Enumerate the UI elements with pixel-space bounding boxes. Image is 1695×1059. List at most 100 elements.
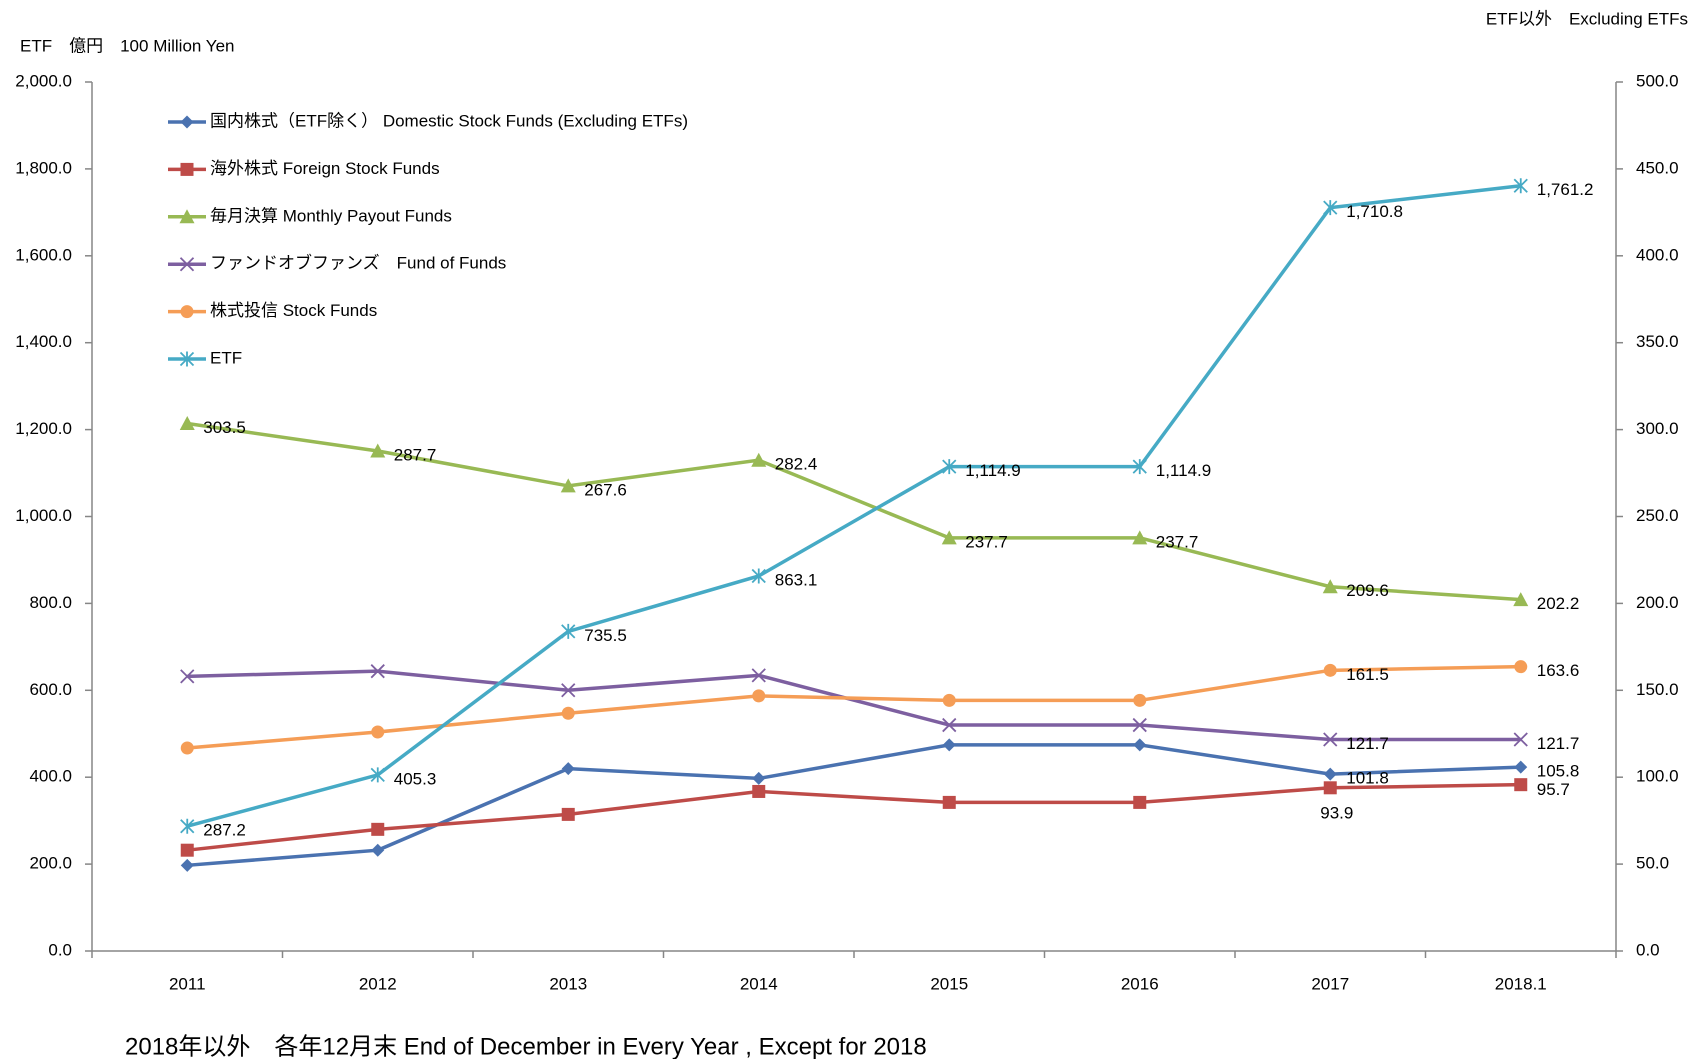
data-point <box>752 784 766 798</box>
data-point <box>561 623 576 639</box>
series-line <box>187 421 1521 602</box>
y-tick-label: 600.0 <box>29 680 72 699</box>
data-point <box>561 683 576 698</box>
data-label: 267.6 <box>584 480 627 499</box>
data-label: 209.6 <box>1346 581 1389 600</box>
data-point <box>179 416 195 431</box>
data-point <box>1513 732 1528 747</box>
y2-tick-label: 450.0 <box>1636 158 1679 177</box>
legend-label: 国内株式（ETF除く） Domestic Stock Funds (Exclud… <box>210 111 688 130</box>
legend-label: 株式投信 Stock Funds <box>210 301 377 320</box>
data-point <box>371 843 385 857</box>
data-point <box>1514 778 1528 792</box>
data-point <box>1514 660 1528 674</box>
y-tick-label: 400.0 <box>29 767 72 786</box>
legend-label: ファンドオブファンズ Fund of Funds <box>210 253 506 273</box>
y-tick-label: 800.0 <box>29 593 72 612</box>
data-label: 95.7 <box>1537 780 1570 799</box>
data-label: 105.8 <box>1537 762 1580 781</box>
data-point <box>1323 781 1337 795</box>
data-point <box>1323 200 1338 216</box>
data-label: 282.4 <box>775 455 818 474</box>
y2-tick-label: 150.0 <box>1636 680 1679 699</box>
data-point <box>1132 717 1147 733</box>
series-line <box>186 184 1521 828</box>
legend-marker <box>179 351 195 367</box>
y-tick-label: 2,000.0 <box>15 71 72 90</box>
data-point <box>180 818 195 834</box>
data-label: 163.6 <box>1537 661 1580 680</box>
data-label: 1,710.8 <box>1346 202 1403 221</box>
data-label: 121.7 <box>1537 734 1580 753</box>
data-label: 237.7 <box>1156 532 1199 551</box>
y2-tick-label: 250.0 <box>1636 506 1679 525</box>
data-label: 735.5 <box>584 626 627 645</box>
data-label: 1,114.9 <box>965 461 1020 480</box>
data-point <box>1133 693 1147 707</box>
data-point <box>180 669 195 684</box>
y2-tick-label: 100.0 <box>1636 767 1679 786</box>
x-tick-label: 2012 <box>359 974 397 993</box>
data-point <box>371 822 385 836</box>
x-tick-label: 2013 <box>549 974 587 993</box>
data-point <box>1133 795 1147 809</box>
y-tick-label: 1,400.0 <box>15 332 72 351</box>
x-tick-label: 2018.1 <box>1495 974 1547 993</box>
legend-marker <box>179 209 195 224</box>
y2-tick-label: 50.0 <box>1636 854 1669 873</box>
data-point <box>1513 592 1529 607</box>
series-line <box>187 782 1521 852</box>
series-line <box>187 664 1521 750</box>
data-point <box>942 738 956 752</box>
data-point <box>180 741 194 755</box>
y2-tick-label: 0.0 <box>1636 940 1660 959</box>
data-label: 202.2 <box>1537 594 1580 613</box>
data-label: 1,114.9 <box>1156 461 1211 480</box>
data-label: 93.9 <box>1320 803 1353 822</box>
y2-tick-label: 400.0 <box>1636 245 1679 264</box>
data-point <box>1513 178 1528 194</box>
y2-tick-label: 200.0 <box>1636 593 1679 612</box>
data-point <box>370 443 386 458</box>
data-point <box>751 668 766 683</box>
data-label: 237.7 <box>965 532 1008 551</box>
data-point <box>180 858 194 872</box>
data-point <box>942 459 957 475</box>
y-axis-title: ETF 億円 100 Million Yen <box>20 36 234 55</box>
legend-marker <box>180 305 194 319</box>
data-point <box>370 664 385 679</box>
data-point <box>751 568 766 584</box>
footnote: 2018年以外 各年12月末 End of December in Every … <box>125 1033 927 1059</box>
data-point <box>1323 732 1338 747</box>
data-label: 287.7 <box>394 445 437 464</box>
data-point <box>942 717 957 733</box>
x-tick-label: 2014 <box>740 974 778 993</box>
x-tick-label: 2016 <box>1121 974 1159 993</box>
x-tick-label: 2017 <box>1311 974 1349 993</box>
legend-marker <box>179 257 195 272</box>
x-tick-label: 2011 <box>169 974 206 993</box>
data-label: 161.5 <box>1346 665 1389 684</box>
data-point <box>560 478 576 493</box>
y2-tick-label: 350.0 <box>1636 332 1679 351</box>
data-label: 287.2 <box>203 821 246 840</box>
data-point <box>942 693 956 707</box>
legend-label: 毎月決算 Monthly Payout Funds <box>210 206 452 225</box>
series-line <box>187 743 1521 868</box>
data-point <box>561 706 575 720</box>
data-point <box>1133 738 1147 752</box>
y-tick-label: 1,200.0 <box>15 419 72 438</box>
y-tick-label: 1,800.0 <box>15 158 72 177</box>
data-label: 405.3 <box>394 769 437 788</box>
data-label: 121.7 <box>1346 734 1389 753</box>
data-point <box>561 762 575 776</box>
data-point <box>180 843 194 857</box>
data-point <box>751 452 767 467</box>
data-point <box>1322 579 1338 594</box>
series-line <box>187 669 1521 742</box>
y2-tick-label: 500.0 <box>1636 71 1679 90</box>
data-point <box>941 530 957 545</box>
data-label: 863.1 <box>775 570 818 589</box>
data-point <box>942 795 956 809</box>
